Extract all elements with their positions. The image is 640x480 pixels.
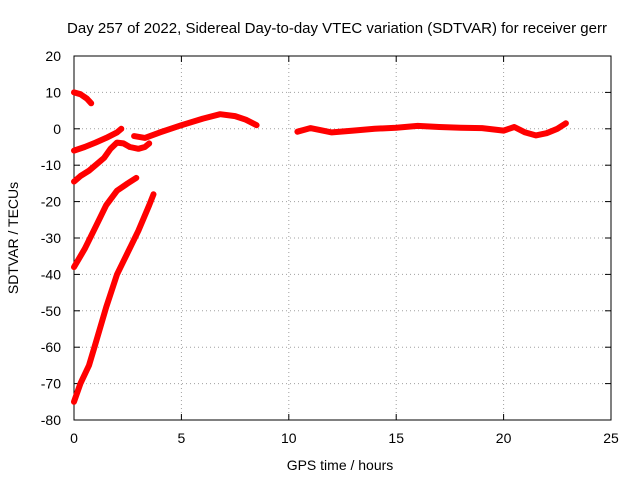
y-tick-label: -70 [41,376,61,392]
y-axis-label: SDTVAR / TECUs [5,182,21,294]
y-tick-label: 20 [45,48,61,64]
series-line-arc-1 [71,89,95,107]
series-line-arc-5 [71,191,157,405]
grid-lines [74,56,611,420]
y-tick-label: -60 [41,339,61,355]
chart-title: Day 257 of 2022, Sidereal Day-to-day VTE… [67,20,607,37]
y-tick-label: -80 [41,412,61,428]
y-tick-label: -10 [41,157,61,173]
y-tick-label: -30 [41,230,61,246]
x-tick-label: 0 [70,430,78,446]
y-tick-label: 0 [53,121,61,137]
axis-ticks: 0 5 10 15 20 25 -80 -70 -60 -50 -40 -30 -20 -10 0 10 20 [41,48,619,446]
series-line-arc-3 [71,139,153,185]
x-tick-label: 20 [496,430,512,446]
x-tick-label: 10 [281,430,297,446]
series-line-arc-6 [131,111,260,141]
y-tick-label: -20 [41,194,61,210]
x-tick-label: 25 [603,430,619,446]
x-axis-label: GPS time / hours [287,457,394,473]
x-tick-label: 15 [388,430,404,446]
y-tick-label: -40 [41,266,61,282]
y-tick-label: 10 [45,84,61,100]
y-tick-label: -50 [41,303,61,319]
series-line-arc-4 [71,174,140,271]
series-line-arc-7 [294,120,569,139]
series-line-arc-2 [71,125,125,154]
x-tick-label: 5 [178,430,186,446]
series-group [71,89,569,405]
